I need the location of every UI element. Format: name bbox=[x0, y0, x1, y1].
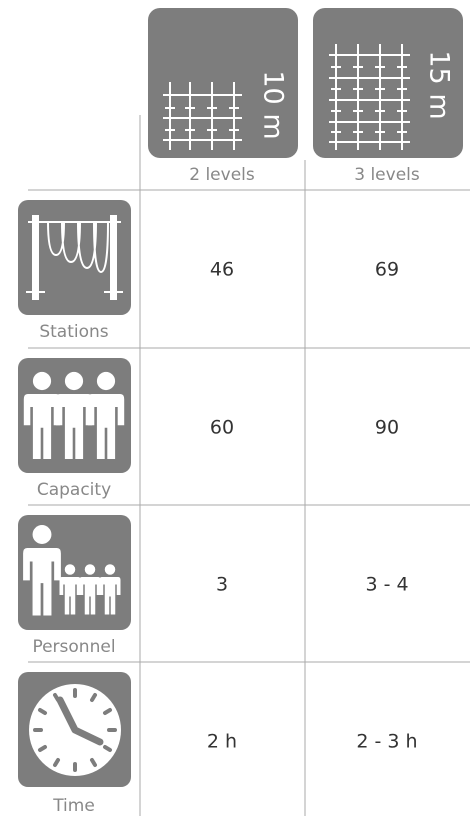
cell-value: 46 bbox=[210, 259, 234, 281]
personnel-icon bbox=[18, 515, 131, 630]
tower-icon: 15 m bbox=[313, 8, 463, 158]
row-label: Time bbox=[52, 796, 95, 816]
tower-height: 15 m bbox=[424, 50, 455, 119]
column-levels: 2 levels bbox=[189, 165, 255, 185]
capacity-icon bbox=[18, 358, 131, 473]
cell-value: 90 bbox=[375, 417, 399, 439]
row-label: Stations bbox=[39, 322, 108, 342]
row-label: Capacity bbox=[37, 480, 111, 500]
row-label: Personnel bbox=[32, 637, 115, 657]
cell-value: 69 bbox=[375, 259, 399, 281]
time-icon bbox=[18, 672, 131, 787]
cell-value: 3 - 4 bbox=[365, 574, 408, 596]
tower-height: 10 m bbox=[258, 70, 289, 139]
stations-icon bbox=[18, 200, 131, 315]
cell-value: 2 h bbox=[207, 731, 237, 753]
cell-value: 2 - 3 h bbox=[356, 731, 417, 753]
cell-value: 3 bbox=[216, 574, 228, 596]
cell-value: 60 bbox=[210, 417, 234, 439]
column-levels: 3 levels bbox=[354, 165, 420, 185]
tower-icon: 10 m bbox=[148, 8, 298, 158]
